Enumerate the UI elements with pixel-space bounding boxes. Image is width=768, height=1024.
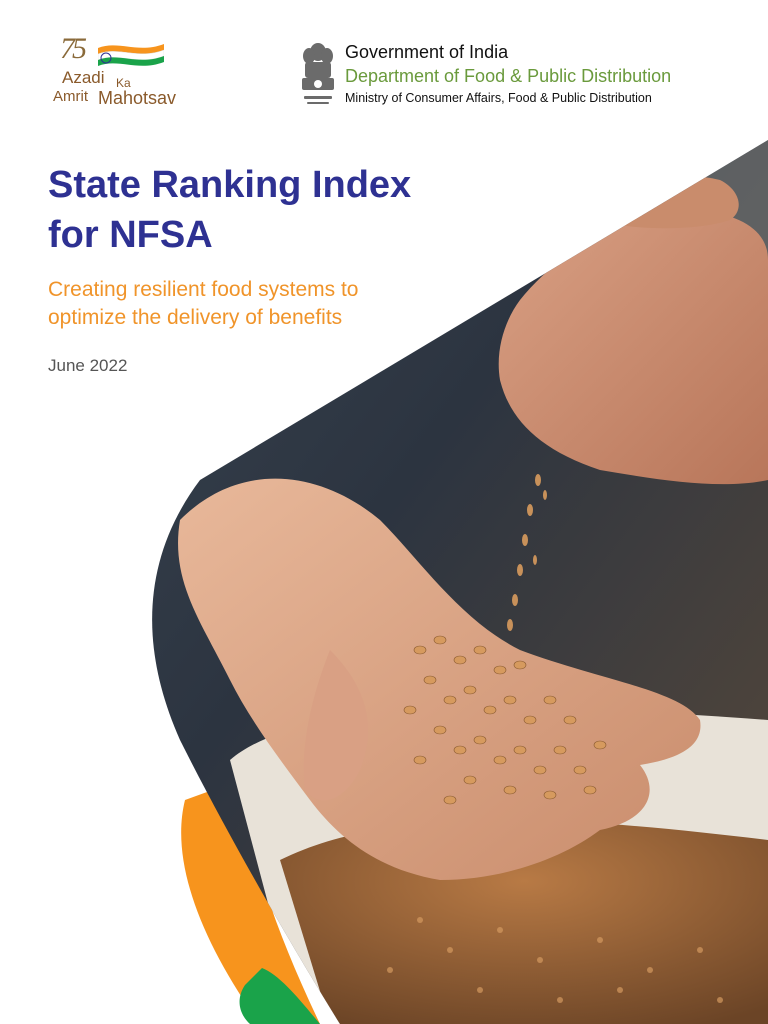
government-title: Government of India bbox=[345, 42, 509, 62]
report-title-line-1: State Ranking Index bbox=[48, 164, 412, 206]
akam-mahotsav: Mahotsav bbox=[98, 88, 177, 108]
department-name: Department of Food & Public Distribution bbox=[345, 66, 672, 86]
akam-number: 75 bbox=[60, 32, 87, 65]
state-emblem-icon bbox=[302, 43, 334, 104]
report-title-line-2: for NFSA bbox=[48, 214, 213, 256]
azadi-ka-amrit-mahotsav-logo: 75 Azadi Ka Amrit Mahotsav bbox=[52, 32, 202, 112]
akam-amrit: Amrit bbox=[53, 88, 88, 105]
orange-accent-shape bbox=[181, 780, 320, 1024]
akam-ka: Ka bbox=[116, 76, 131, 90]
green-accent-shape bbox=[239, 968, 320, 1024]
government-header: Government of India Department of Food &… bbox=[298, 40, 758, 112]
report-subtitle-line-2: optimize the delivery of benefits bbox=[48, 306, 343, 329]
tricolor-flag-icon bbox=[98, 44, 164, 66]
report-title: State Ranking Index for NFSA bbox=[48, 160, 508, 260]
ministry-name: Ministry of Consumer Affairs, Food & Pub… bbox=[345, 91, 652, 105]
publication-date: June 2022 bbox=[48, 356, 128, 375]
report-subtitle-line-1: Creating resilient food systems to bbox=[48, 278, 359, 301]
akam-azadi: Azadi bbox=[62, 68, 105, 87]
report-subtitle: Creating resilient food systems to optim… bbox=[48, 276, 468, 332]
